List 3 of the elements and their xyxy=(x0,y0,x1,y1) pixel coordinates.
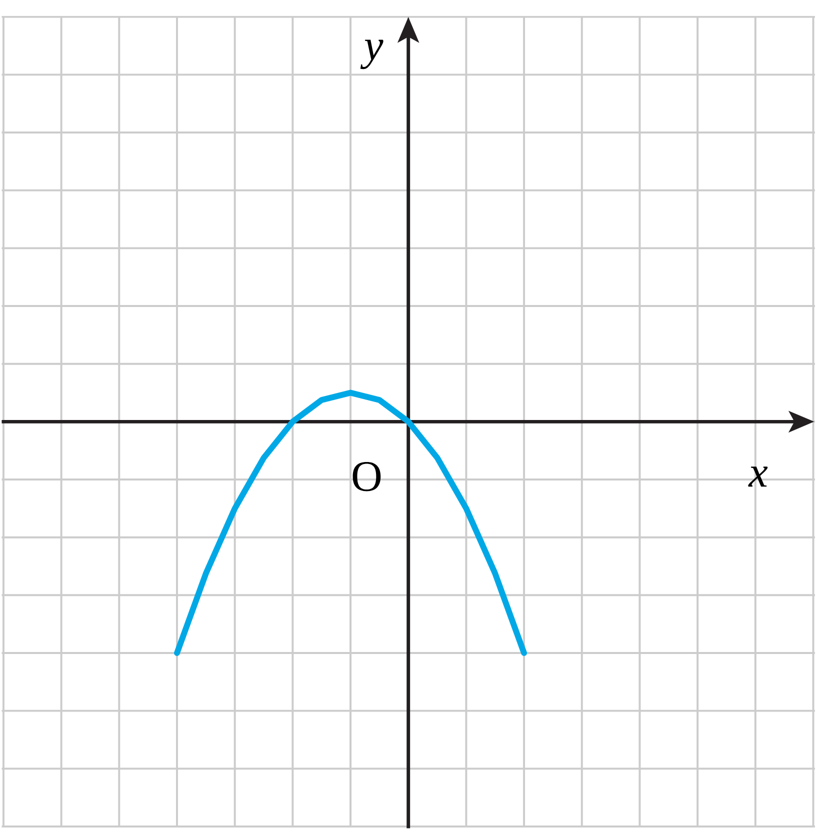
annotation: O xyxy=(352,462,381,492)
text: x xyxy=(748,466,768,487)
text: y xyxy=(360,40,384,70)
